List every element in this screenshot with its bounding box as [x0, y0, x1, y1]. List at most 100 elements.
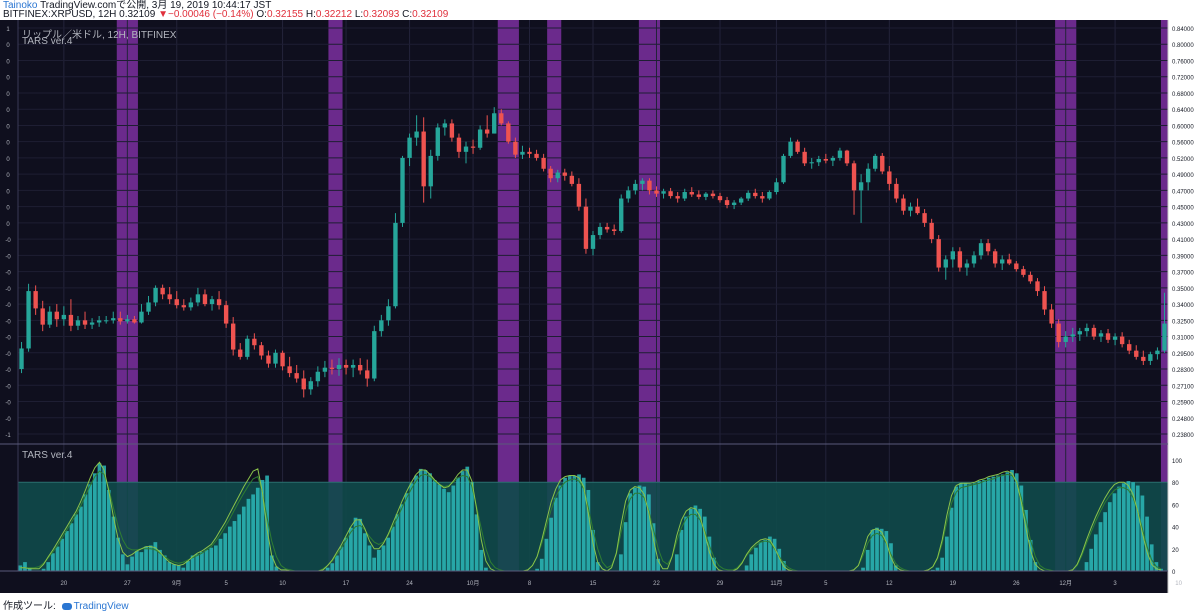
histogram-bar: [595, 562, 600, 571]
slow-line: [20, 470, 1162, 572]
histogram-bar: [651, 523, 656, 571]
histogram-bar: [97, 463, 102, 571]
histogram-bar: [688, 508, 693, 571]
high-label: H:: [303, 9, 316, 20]
time-tick-label: 17: [343, 581, 350, 587]
histogram-bar: [763, 539, 768, 571]
change-value: ▼−0.00046 (−0.14%): [158, 9, 254, 20]
chart-svg[interactable]: 0.84000 0.80000 0.76000 0.72000 0.68000 0.640…: [0, 20, 1200, 593]
chart-area[interactable]: 0.84000 0.80000 0.76000 0.72000 0.68000 0.640…: [0, 20, 1200, 593]
candle-body: [350, 364, 356, 368]
histogram-bar: [931, 569, 935, 571]
left-tick-label: -0: [5, 254, 11, 260]
histogram-bar: [623, 522, 628, 571]
histogram-bar: [544, 538, 549, 571]
candle-body: [527, 151, 532, 154]
histogram-bar: [865, 549, 870, 571]
histogram-bar: [879, 528, 884, 571]
histogram-bar: [190, 555, 195, 571]
candle-body: [724, 200, 730, 206]
candle-body: [682, 192, 687, 199]
candle-body: [619, 198, 624, 231]
histogram-bar: [460, 471, 465, 571]
price-tick-label: 0.45000: [1172, 206, 1194, 212]
candle-body: [753, 192, 758, 197]
histogram-bar: [1135, 485, 1140, 571]
candle-body: [414, 131, 419, 138]
left-tick-label: 0: [6, 76, 10, 82]
price-tick-label: 0.52000: [1172, 157, 1194, 163]
histogram-bar: [88, 484, 93, 571]
candle-body: [118, 318, 123, 322]
candle-body: [1063, 336, 1068, 342]
symbol-info: BITFINEX:XRPUSD, 12H 0.32109: [3, 9, 156, 20]
candle-body: [26, 291, 31, 349]
histogram-bar: [1089, 548, 1094, 571]
left-tick-label: -0: [5, 319, 11, 325]
low-label: L:: [352, 9, 364, 20]
candle-body: [75, 320, 81, 326]
histogram-bar: [986, 477, 991, 571]
candle-body: [322, 367, 328, 372]
candle-body: [929, 222, 934, 240]
candle-body: [477, 129, 483, 148]
histogram-bar: [274, 566, 279, 571]
tradingview-link[interactable]: TradingView: [73, 601, 129, 612]
time-tick-label: 19: [949, 581, 956, 587]
histogram-bar: [330, 563, 335, 571]
candle-body: [710, 193, 716, 197]
candle-body: [111, 318, 116, 321]
candle-body: [167, 294, 172, 300]
histogram-bar: [130, 556, 134, 571]
histogram-bar: [232, 521, 237, 571]
left-tick-label: 0: [6, 189, 10, 195]
price-tick-label: 0.64000: [1172, 108, 1194, 114]
histogram-bar: [446, 492, 451, 571]
histogram-bar: [381, 545, 386, 571]
histogram-bar: [456, 477, 460, 571]
histogram-bar: [172, 564, 176, 571]
candle-body: [393, 222, 398, 307]
lower-indicator-title: TARS ver.4: [22, 450, 73, 461]
candle-body: [181, 305, 186, 308]
open-value: 0.32155: [266, 9, 304, 20]
candle-body: [365, 370, 370, 379]
candle-body: [1127, 344, 1132, 351]
histogram-bar: [125, 564, 130, 571]
left-tick-label: -0: [5, 271, 11, 277]
price-tick-label: 0.56000: [1172, 141, 1194, 147]
histogram-bar: [484, 567, 488, 571]
histogram-bar: [214, 545, 218, 571]
histogram-bar: [255, 487, 260, 571]
candle-body: [992, 251, 998, 264]
histogram-bar: [567, 475, 572, 571]
histogram-bar: [591, 529, 595, 571]
candle-body: [153, 287, 158, 303]
candle-body: [492, 113, 497, 134]
price-tick-label: 0.34000: [1172, 303, 1194, 309]
candle-body: [421, 131, 426, 187]
candle-body: [357, 364, 363, 371]
candle-body: [668, 191, 673, 197]
candle-body: [858, 182, 864, 191]
histogram-bar: [176, 565, 181, 571]
histogram-bar: [991, 476, 996, 571]
candle-body: [717, 196, 723, 201]
histogram-bar: [754, 547, 758, 571]
histogram-bar: [251, 494, 255, 571]
histogram-bar: [586, 489, 591, 571]
histogram-bar: [679, 529, 684, 571]
histogram-bar: [102, 465, 106, 571]
author-link[interactable]: Tainoko: [3, 0, 38, 11]
left-tick-label: 0: [6, 222, 10, 228]
candle-body: [484, 129, 490, 134]
candle-body: [661, 191, 666, 194]
histogram-bar: [968, 484, 972, 571]
candle-body: [195, 294, 201, 303]
price-tick-label: 0.49000: [1172, 173, 1194, 179]
candle-body: [1105, 333, 1111, 340]
candle-body: [442, 123, 448, 128]
candle-body: [809, 162, 814, 164]
histogram-bar: [777, 548, 782, 571]
candle-body: [647, 180, 652, 191]
